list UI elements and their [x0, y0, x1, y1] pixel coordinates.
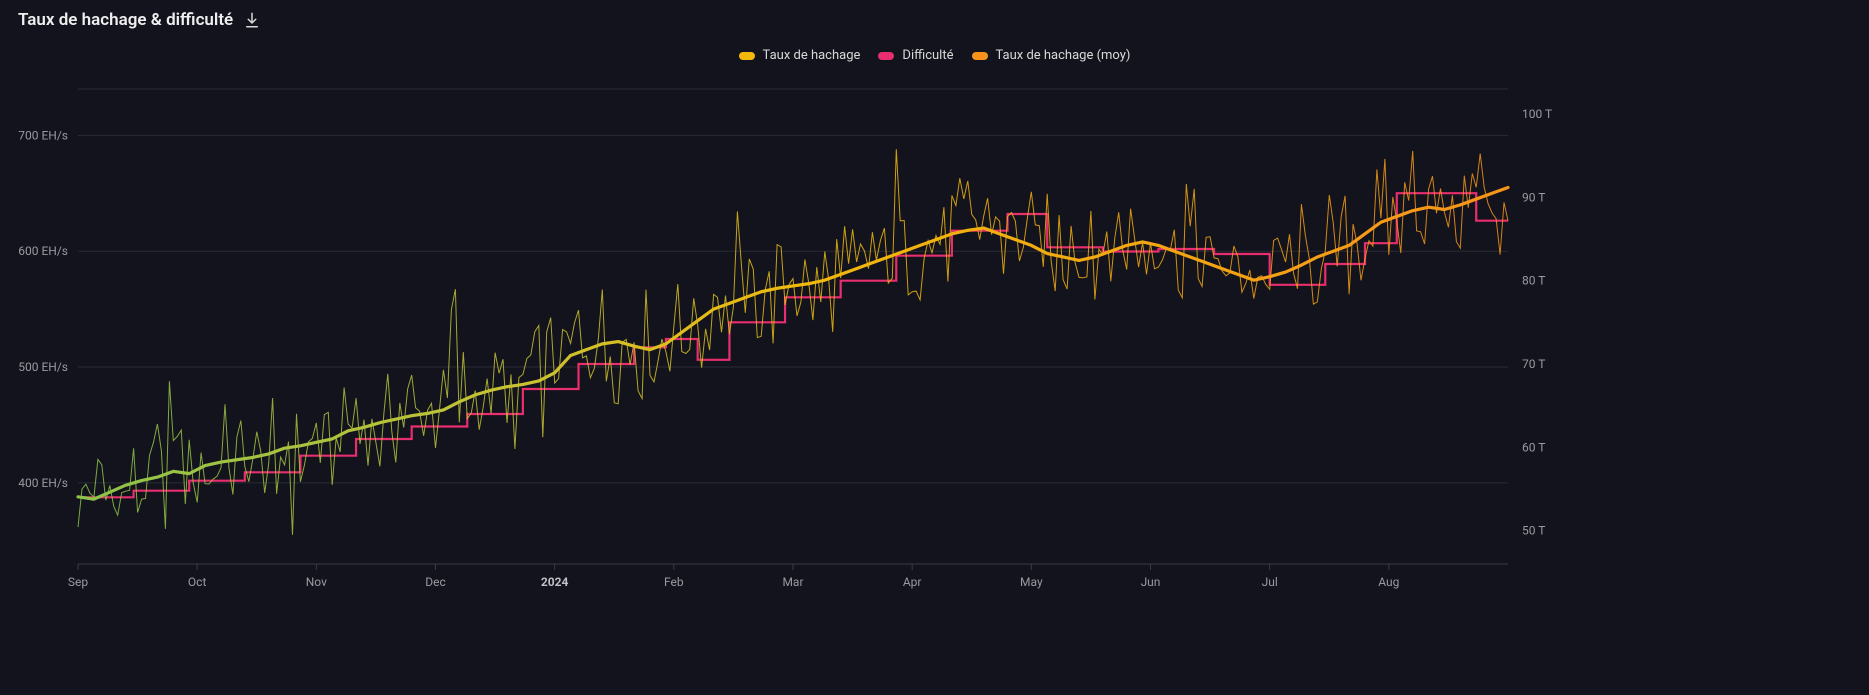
legend-item[interactable]: Difficulté [878, 48, 953, 63]
series-hashrate-raw [78, 149, 1508, 535]
y-right-tick-label: 100 T [1522, 107, 1552, 121]
y-left-tick-label: 600 EH/s [18, 244, 68, 258]
y-left-tick-label: 400 EH/s [18, 476, 68, 490]
x-tick-label: Feb [664, 575, 684, 589]
legend-swatch [878, 52, 894, 60]
y-right-tick-label: 80 T [1522, 274, 1545, 288]
y-right-tick-label: 50 T [1522, 524, 1545, 538]
x-tick-label: Oct [188, 575, 207, 589]
chart-svg: 400 EH/s 500 EH/s 600 EH/s 700 EH/s 50 T 60 T… [0, 69, 1869, 609]
x-tick-label: Apr [903, 575, 922, 589]
y-right-tick-label: 60 T [1522, 440, 1545, 454]
download-icon[interactable] [243, 11, 261, 29]
y-right-tick-label: 90 T [1522, 190, 1545, 204]
legend-item[interactable]: Taux de hachage (moy) [972, 48, 1131, 63]
x-tick-label: Jul [1262, 575, 1278, 589]
chart-header: Taux de hachage & difficulté [0, 0, 1869, 30]
x-tick-label: May [1020, 575, 1043, 589]
x-tick-label: Sep [68, 575, 88, 589]
legend-swatch [739, 52, 755, 60]
y-right-tick-label: 70 T [1522, 357, 1545, 371]
chart-title: Taux de hachage & difficulté [18, 10, 233, 30]
x-tick-label: Nov [306, 575, 327, 589]
series-difficulty [78, 193, 1508, 497]
x-tick-label: Dec [425, 575, 446, 589]
legend-label: Taux de hachage (moy) [996, 48, 1131, 63]
x-tick-label: 2024 [541, 575, 569, 589]
legend-label: Taux de hachage [763, 48, 861, 63]
chart-legend: Taux de hachage Difficulté Taux de hachage… [0, 30, 1869, 69]
legend-swatch [972, 52, 988, 60]
x-tick-label: Mar [782, 575, 803, 589]
x-tick-label: Aug [1378, 575, 1399, 589]
series-hashrate-avg [78, 187, 1508, 499]
y-left-tick-label: 700 EH/s [18, 128, 68, 142]
chart-area: 400 EH/s 500 EH/s 600 EH/s 700 EH/s 50 T 60 T… [0, 69, 1869, 689]
legend-label: Difficulté [902, 48, 953, 63]
legend-item[interactable]: Taux de hachage [739, 48, 861, 63]
x-tick-label: Jun [1141, 575, 1161, 589]
y-left-tick-label: 500 EH/s [18, 360, 68, 374]
